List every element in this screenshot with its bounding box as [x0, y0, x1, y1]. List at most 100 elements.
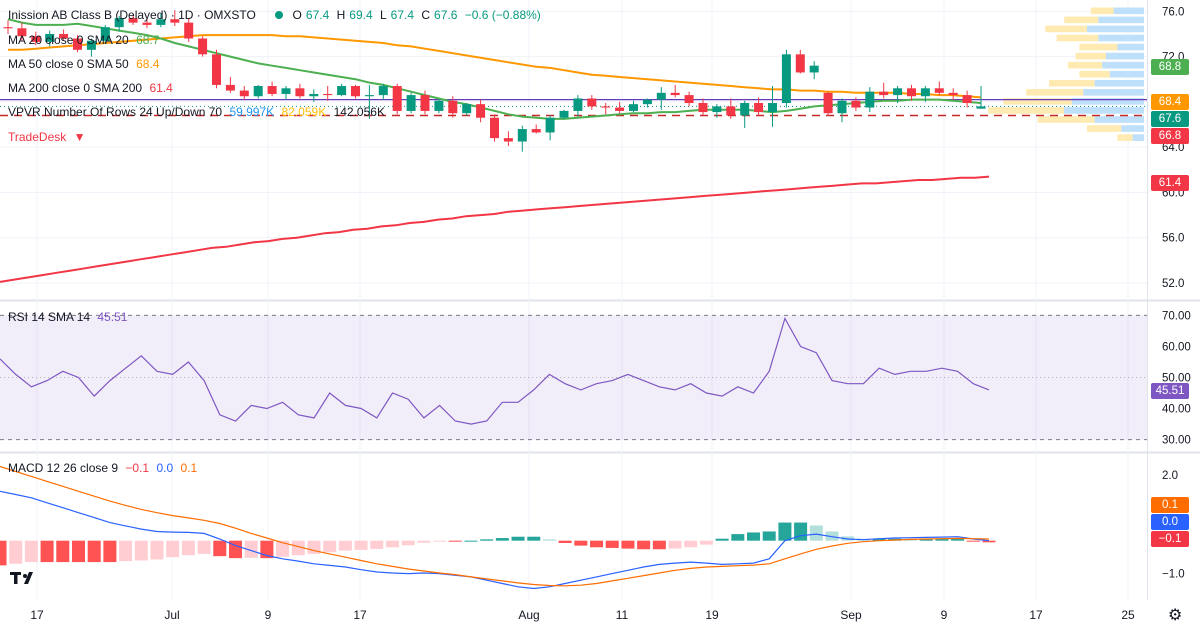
candle-body	[656, 92, 666, 100]
macd-signal-pill: 0.0	[1151, 514, 1189, 530]
macd-histogram-bar	[872, 538, 886, 541]
volume-profile-down-bar	[1079, 70, 1110, 78]
macd-histogram-bar	[527, 536, 541, 541]
macd-legend[interactable]: MACD 12 26 close 9 −0.1 0.0 0.1	[8, 461, 198, 475]
candle-body	[337, 86, 347, 96]
candle-body	[698, 103, 708, 113]
ma50-price-pill: 68.4	[1151, 94, 1189, 110]
low-value: 67.4	[390, 8, 415, 22]
macd-histogram-bar	[511, 536, 525, 541]
x-tick-label: 19	[705, 608, 719, 622]
candle-body	[73, 38, 82, 50]
x-tick-label: 17	[1029, 608, 1043, 622]
x-tick-label: Aug	[518, 608, 539, 622]
macd-line	[0, 490, 990, 590]
macd-histogram-bar	[244, 540, 258, 558]
down-triangle-icon: ▼	[73, 130, 86, 144]
macd-histogram-bar	[103, 540, 117, 563]
macd-histogram-bar	[134, 540, 148, 561]
macd-value: −0.1	[125, 461, 150, 475]
candle-body	[281, 88, 291, 94]
last-price-pill: 67.6	[1151, 111, 1189, 127]
tradingview-logo[interactable]	[10, 570, 38, 590]
candle-body	[45, 33, 55, 42]
macd-histogram-bar	[668, 540, 682, 549]
macd-histogram-bar	[150, 540, 164, 560]
y-tick-label: 56.0	[1162, 233, 1184, 245]
high-value: 69.4	[349, 8, 373, 22]
volume-profile-up-bar	[1098, 34, 1144, 42]
grid-lines	[0, 0, 1200, 600]
macd-y-tick-label: 2.0	[1162, 470, 1178, 482]
x-tick-label: Jul	[164, 608, 179, 622]
macd-histogram-bar	[260, 540, 274, 559]
ma200-price-pill: 61.4	[1151, 175, 1189, 191]
tradedesk-legend[interactable]: TradeDesk ▼	[8, 130, 86, 144]
macd-histogram-bar	[433, 540, 447, 542]
macd-histogram-bar	[338, 540, 352, 551]
macd-histogram-bar	[542, 539, 556, 541]
macd-histogram-bar	[621, 540, 635, 549]
candle-body	[448, 100, 458, 114]
candle-body	[948, 92, 958, 96]
macd-histogram-bar	[480, 539, 494, 541]
volume-profile-up-bar	[1102, 61, 1144, 69]
macd-histogram-bar	[778, 522, 792, 541]
vpvr-legend[interactable]: VPVR Number Of Rows 24 Up/Down 70 59.997…	[8, 105, 385, 119]
volume-profile-down-bar	[1064, 16, 1099, 24]
ma200-legend[interactable]: MA 200 close 0 SMA 200 61.4	[8, 81, 173, 95]
candle-body	[3, 27, 13, 29]
candle-body	[392, 86, 402, 111]
rsi-y-tick-label: 50.00	[1162, 373, 1191, 385]
candle-body	[59, 33, 69, 39]
macd-histogram-bar	[699, 540, 713, 545]
volume-profile-down-bar	[1087, 125, 1122, 132]
macd-histogram-bar	[495, 538, 509, 541]
macd-histogram-bar	[213, 540, 227, 557]
ma20-legend[interactable]: MA 20 close 0 SMA 20 68.7	[8, 33, 160, 47]
macd-histogram-bar	[370, 540, 384, 549]
ma50-value: 68.4	[136, 57, 160, 71]
volume-profile-up-bar	[1121, 125, 1144, 132]
macd-histogram-bar	[652, 540, 666, 550]
candle-body	[100, 27, 110, 41]
macd-histogram-bar	[794, 522, 808, 541]
volume-profile-down-bar	[1003, 98, 1072, 105]
ma50-line	[8, 34, 982, 99]
open-value: 67.4	[305, 8, 330, 22]
volume-profile-up-bar	[1094, 116, 1144, 123]
volume-profile-up-bar	[1117, 43, 1144, 51]
candle-body	[823, 92, 833, 114]
macd-histogram-bar	[684, 540, 698, 548]
vpvr-down-value: 82.059K	[281, 105, 327, 119]
y-tick-label: 76.0	[1162, 6, 1184, 18]
macd-histogram-bar	[0, 540, 7, 566]
price-pane	[0, 10, 1147, 283]
ma50-legend[interactable]: MA 50 close 0 SMA 50 68.4	[8, 57, 160, 71]
candle-body	[503, 138, 513, 142]
macd-histogram-bar	[87, 540, 101, 563]
macd-histogram-bar	[40, 540, 54, 563]
volume-profile-down-bar	[1068, 61, 1103, 69]
candle-body	[364, 95, 374, 97]
macd-histogram-bar	[935, 539, 949, 541]
macd-histogram-bar	[464, 540, 478, 542]
y-tick-label: 64.0	[1162, 142, 1184, 154]
gear-icon[interactable]: ⚙	[1168, 607, 1183, 624]
volume-profile-up-bar	[1083, 89, 1144, 96]
candle-body	[893, 88, 903, 96]
volume-profile-down-bar	[1079, 43, 1118, 51]
x-tick-label: 17	[353, 608, 367, 622]
candle-body	[490, 117, 499, 139]
rsi-legend[interactable]: RSI 14 SMA 14 45.51	[8, 310, 128, 324]
x-tick-label: 25	[1121, 608, 1135, 622]
candle-body	[865, 91, 875, 108]
rsi-band-fill	[0, 315, 1147, 440]
candle-body	[531, 129, 541, 133]
candle-body	[545, 117, 555, 133]
candle-body	[907, 88, 916, 97]
candle-body	[295, 88, 305, 97]
volume-profile-down-bar	[1090, 7, 1114, 15]
candle-body	[267, 86, 277, 94]
